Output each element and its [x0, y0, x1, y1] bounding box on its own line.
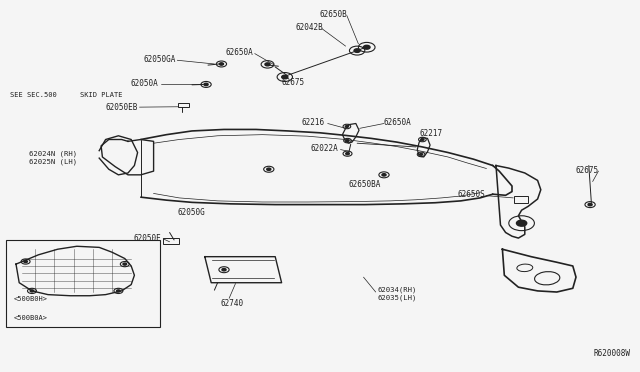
- Circle shape: [516, 220, 527, 226]
- Circle shape: [222, 269, 226, 271]
- Text: 62022A: 62022A: [310, 144, 338, 153]
- Text: 62042B: 62042B: [296, 23, 323, 32]
- Text: 62025N (LH): 62025N (LH): [29, 158, 77, 165]
- Circle shape: [116, 290, 120, 292]
- Text: <500B0H>: <500B0H>: [14, 296, 48, 302]
- Circle shape: [354, 49, 360, 52]
- Text: 62217: 62217: [419, 129, 442, 138]
- Circle shape: [220, 63, 223, 65]
- Bar: [6, 240, 160, 327]
- Text: 62035(LH): 62035(LH): [378, 294, 417, 301]
- Text: 62675: 62675: [576, 166, 599, 175]
- Circle shape: [24, 260, 28, 263]
- Circle shape: [265, 63, 270, 66]
- Text: SEE SEC.500: SEE SEC.500: [10, 92, 56, 98]
- Circle shape: [123, 263, 127, 265]
- Text: SKID PLATE: SKID PLATE: [80, 92, 122, 98]
- Text: 62650S: 62650S: [458, 190, 485, 199]
- Circle shape: [204, 83, 208, 86]
- Circle shape: [420, 154, 422, 155]
- Text: 62650BA: 62650BA: [349, 180, 381, 189]
- Text: 62050E: 62050E: [134, 234, 161, 243]
- Text: 62650A: 62650A: [225, 48, 253, 57]
- Text: 62034(RH): 62034(RH): [378, 286, 417, 293]
- Bar: [163, 238, 179, 244]
- Bar: [514, 196, 528, 203]
- Text: 62216: 62216: [302, 118, 325, 127]
- Text: 62650A: 62650A: [384, 118, 412, 126]
- Text: 62050G: 62050G: [178, 208, 205, 217]
- Circle shape: [346, 153, 349, 155]
- Circle shape: [267, 168, 271, 170]
- Bar: [178, 103, 189, 107]
- Circle shape: [364, 45, 370, 49]
- Text: 62050EB: 62050EB: [105, 103, 138, 112]
- Circle shape: [588, 203, 592, 206]
- Circle shape: [382, 174, 386, 176]
- Text: 62740: 62740: [221, 299, 244, 308]
- Text: 62675: 62675: [282, 78, 305, 87]
- Circle shape: [421, 139, 424, 140]
- Text: R620008W: R620008W: [593, 349, 630, 358]
- Text: 62024N (RH): 62024N (RH): [29, 150, 77, 157]
- Circle shape: [30, 290, 34, 292]
- Text: 62050GA: 62050GA: [143, 55, 176, 64]
- Circle shape: [282, 75, 288, 79]
- Text: 62650B: 62650B: [320, 10, 348, 19]
- Text: 62050A: 62050A: [131, 79, 159, 88]
- Text: <500B0A>: <500B0A>: [14, 315, 48, 321]
- Circle shape: [346, 126, 348, 127]
- Circle shape: [346, 140, 349, 141]
